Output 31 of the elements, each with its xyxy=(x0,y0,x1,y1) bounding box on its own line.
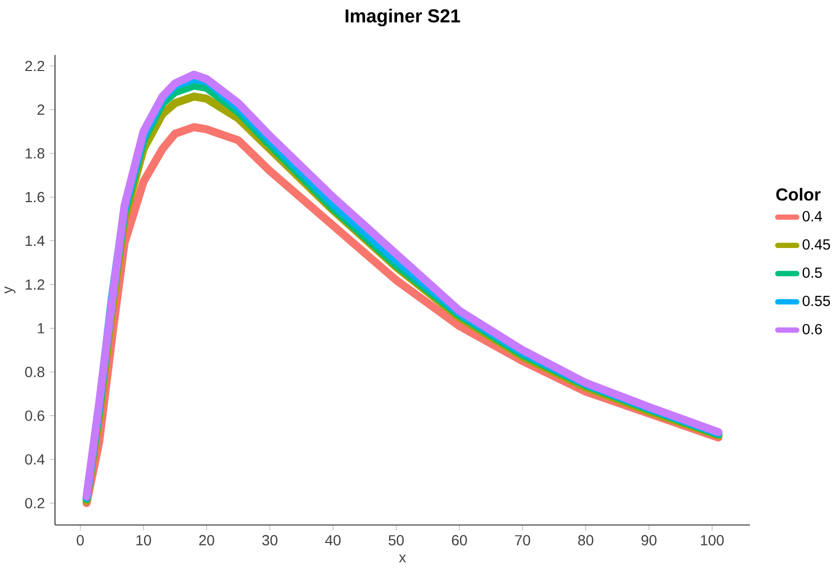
x-tick-label: 90 xyxy=(641,535,656,546)
x-tick-label: 40 xyxy=(325,535,341,546)
legend-label: 0.45 xyxy=(802,239,830,250)
x-tick-label: 30 xyxy=(262,535,278,546)
x-tick-label: 70 xyxy=(515,535,530,546)
legend-label: 0.6 xyxy=(802,324,822,334)
x-tick-label: 60 xyxy=(452,535,467,546)
y-axis-title: y xyxy=(4,286,16,294)
legend-title: Color xyxy=(776,188,821,201)
x-tick-label: 10 xyxy=(136,535,152,546)
y-tick-label: 0.8 xyxy=(25,366,44,378)
y-tick-label: 1 xyxy=(38,323,44,334)
x-tick-label: 20 xyxy=(199,535,214,546)
y-tick-label: 0.4 xyxy=(25,454,45,465)
x-tick-label: 100 xyxy=(700,535,724,546)
legend-label: 0.55 xyxy=(802,296,830,306)
y-tick-label: 1.8 xyxy=(26,148,44,159)
y-tick-label: 1.6 xyxy=(26,192,44,202)
x-axis-title: x xyxy=(399,554,406,562)
x-tick-label: 0 xyxy=(76,535,84,546)
y-tick-label: 0.6 xyxy=(25,410,44,421)
legend-label: 0.4 xyxy=(802,211,822,222)
x-tick-label: 80 xyxy=(578,535,594,546)
y-tick-label: 1.2 xyxy=(26,279,44,290)
y-tick-label: 1.4 xyxy=(26,236,45,246)
y-tick-label: 0.2 xyxy=(25,498,44,508)
y-tick-label: 2.2 xyxy=(25,60,44,72)
chart-title: Imaginer S21 xyxy=(346,8,460,26)
y-tick-label: 2 xyxy=(38,104,44,115)
x-tick-label: 50 xyxy=(388,535,404,546)
legend-label: 0.5 xyxy=(802,267,822,278)
